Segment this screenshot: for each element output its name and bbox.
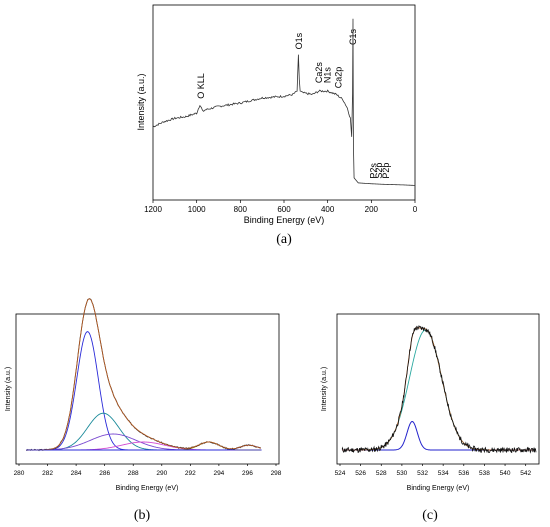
peak-label: Ca2s — [314, 62, 324, 84]
panel-b-x-tick-label: 284 — [71, 470, 82, 477]
peak-label: P2p — [381, 163, 391, 179]
panel-c-fit-envelope — [342, 327, 536, 451]
panel-c-x-tick-label: 534 — [438, 470, 449, 477]
panel-c-curves — [341, 325, 537, 454]
panel-b-x-tick-label: 292 — [185, 470, 196, 477]
panel-b-x-tick-label: 290 — [156, 470, 167, 477]
panel-a-x-tick-label: 1200 — [144, 205, 162, 214]
panel-c-x-tick-label: 526 — [355, 470, 366, 477]
panel-c-frame — [336, 313, 540, 465]
peak-label: P2s — [369, 163, 379, 179]
panel-c-x-tick-label: 540 — [500, 470, 511, 477]
peak-label: O1s — [294, 32, 304, 49]
panel-a-x-tick-label: 1000 — [188, 205, 206, 214]
panel-b-x-tick-label: 294 — [213, 470, 224, 477]
panel-a-y-axis-title: Intensity (a.u.) — [136, 73, 146, 130]
panel-c-x-tick-label: 532 — [417, 470, 428, 477]
panel-c-x-tick-label: 528 — [376, 470, 387, 477]
peak-label: S2p — [374, 163, 384, 179]
panel-c-x-tick-label: 530 — [396, 470, 407, 477]
panel-b-x-tick-label: 288 — [128, 470, 139, 477]
panel-c-main-component — [342, 329, 536, 451]
panel-b-measured-curve — [26, 298, 262, 452]
panel-c: 524 526 528 530 532 534 536 538 540 542 Binding E… — [321, 313, 540, 523]
panel-c-x-tick-label: 542 — [520, 470, 531, 477]
panel-b-component-curve — [26, 331, 261, 451]
panel-a-x-tick-label: 800 — [234, 205, 248, 214]
panel-b-x-tick-label: 296 — [242, 470, 253, 477]
panel-c-y-axis-title: Intensity (a.u.) — [321, 367, 328, 411]
panel-c-x-tick-label: 538 — [479, 470, 490, 477]
panel-b-x-tick-label: 282 — [42, 470, 53, 477]
panel-a-x-tick-label: 200 — [365, 205, 379, 214]
panel-a-survey-line — [152, 18, 416, 186]
caption-a: (a) — [276, 232, 292, 247]
panel-b-x-tick-label: 298 — [271, 470, 282, 477]
panel-b-x-tick-label: 280 — [14, 470, 25, 477]
panel-b-x-axis-title: Binding Energy (eV) — [116, 485, 179, 492]
panel-b-x-ticks: 280 282 284 286 288 290 292 294 296 298 — [14, 464, 282, 477]
panel-b-curves — [26, 298, 262, 452]
peak-label: O KLL — [196, 73, 206, 99]
panel-b: 280 282 284 286 288 290 292 294 296 298 Binding E… — [5, 298, 282, 523]
peak-label: N1s — [323, 67, 333, 84]
panel-a-x-tick-label: 0 — [413, 205, 418, 214]
panel-c-x-tick-label: 536 — [458, 470, 469, 477]
panel-a-x-ticks: 1200 1000 800 600 400 200 0 — [144, 200, 418, 214]
caption-c: (c) — [422, 508, 438, 523]
panel-a-x-tick-label: 400 — [321, 205, 335, 214]
peak-label: Ca2p — [334, 67, 344, 89]
panel-c-x-tick-label: 524 — [335, 470, 346, 477]
panel-a-x-tick-label: 600 — [277, 205, 291, 214]
panel-c-x-ticks: 524 526 528 530 532 534 536 538 540 542 — [335, 464, 531, 477]
panel-b-fit-envelope — [26, 298, 261, 451]
caption-b: (b) — [134, 508, 151, 523]
panel-a-x-axis-title: Binding Energy (eV) — [244, 215, 325, 225]
panel-b-frame — [15, 313, 280, 465]
panel-b-y-axis-title: Intensity (a.u.) — [5, 367, 12, 411]
panel-c-minor-component — [342, 420, 536, 451]
panel-c-measured-curve — [341, 325, 537, 454]
panel-c-x-axis-title: Binding Energy (eV) — [407, 485, 470, 492]
panel-b-x-tick-label: 286 — [99, 470, 110, 477]
